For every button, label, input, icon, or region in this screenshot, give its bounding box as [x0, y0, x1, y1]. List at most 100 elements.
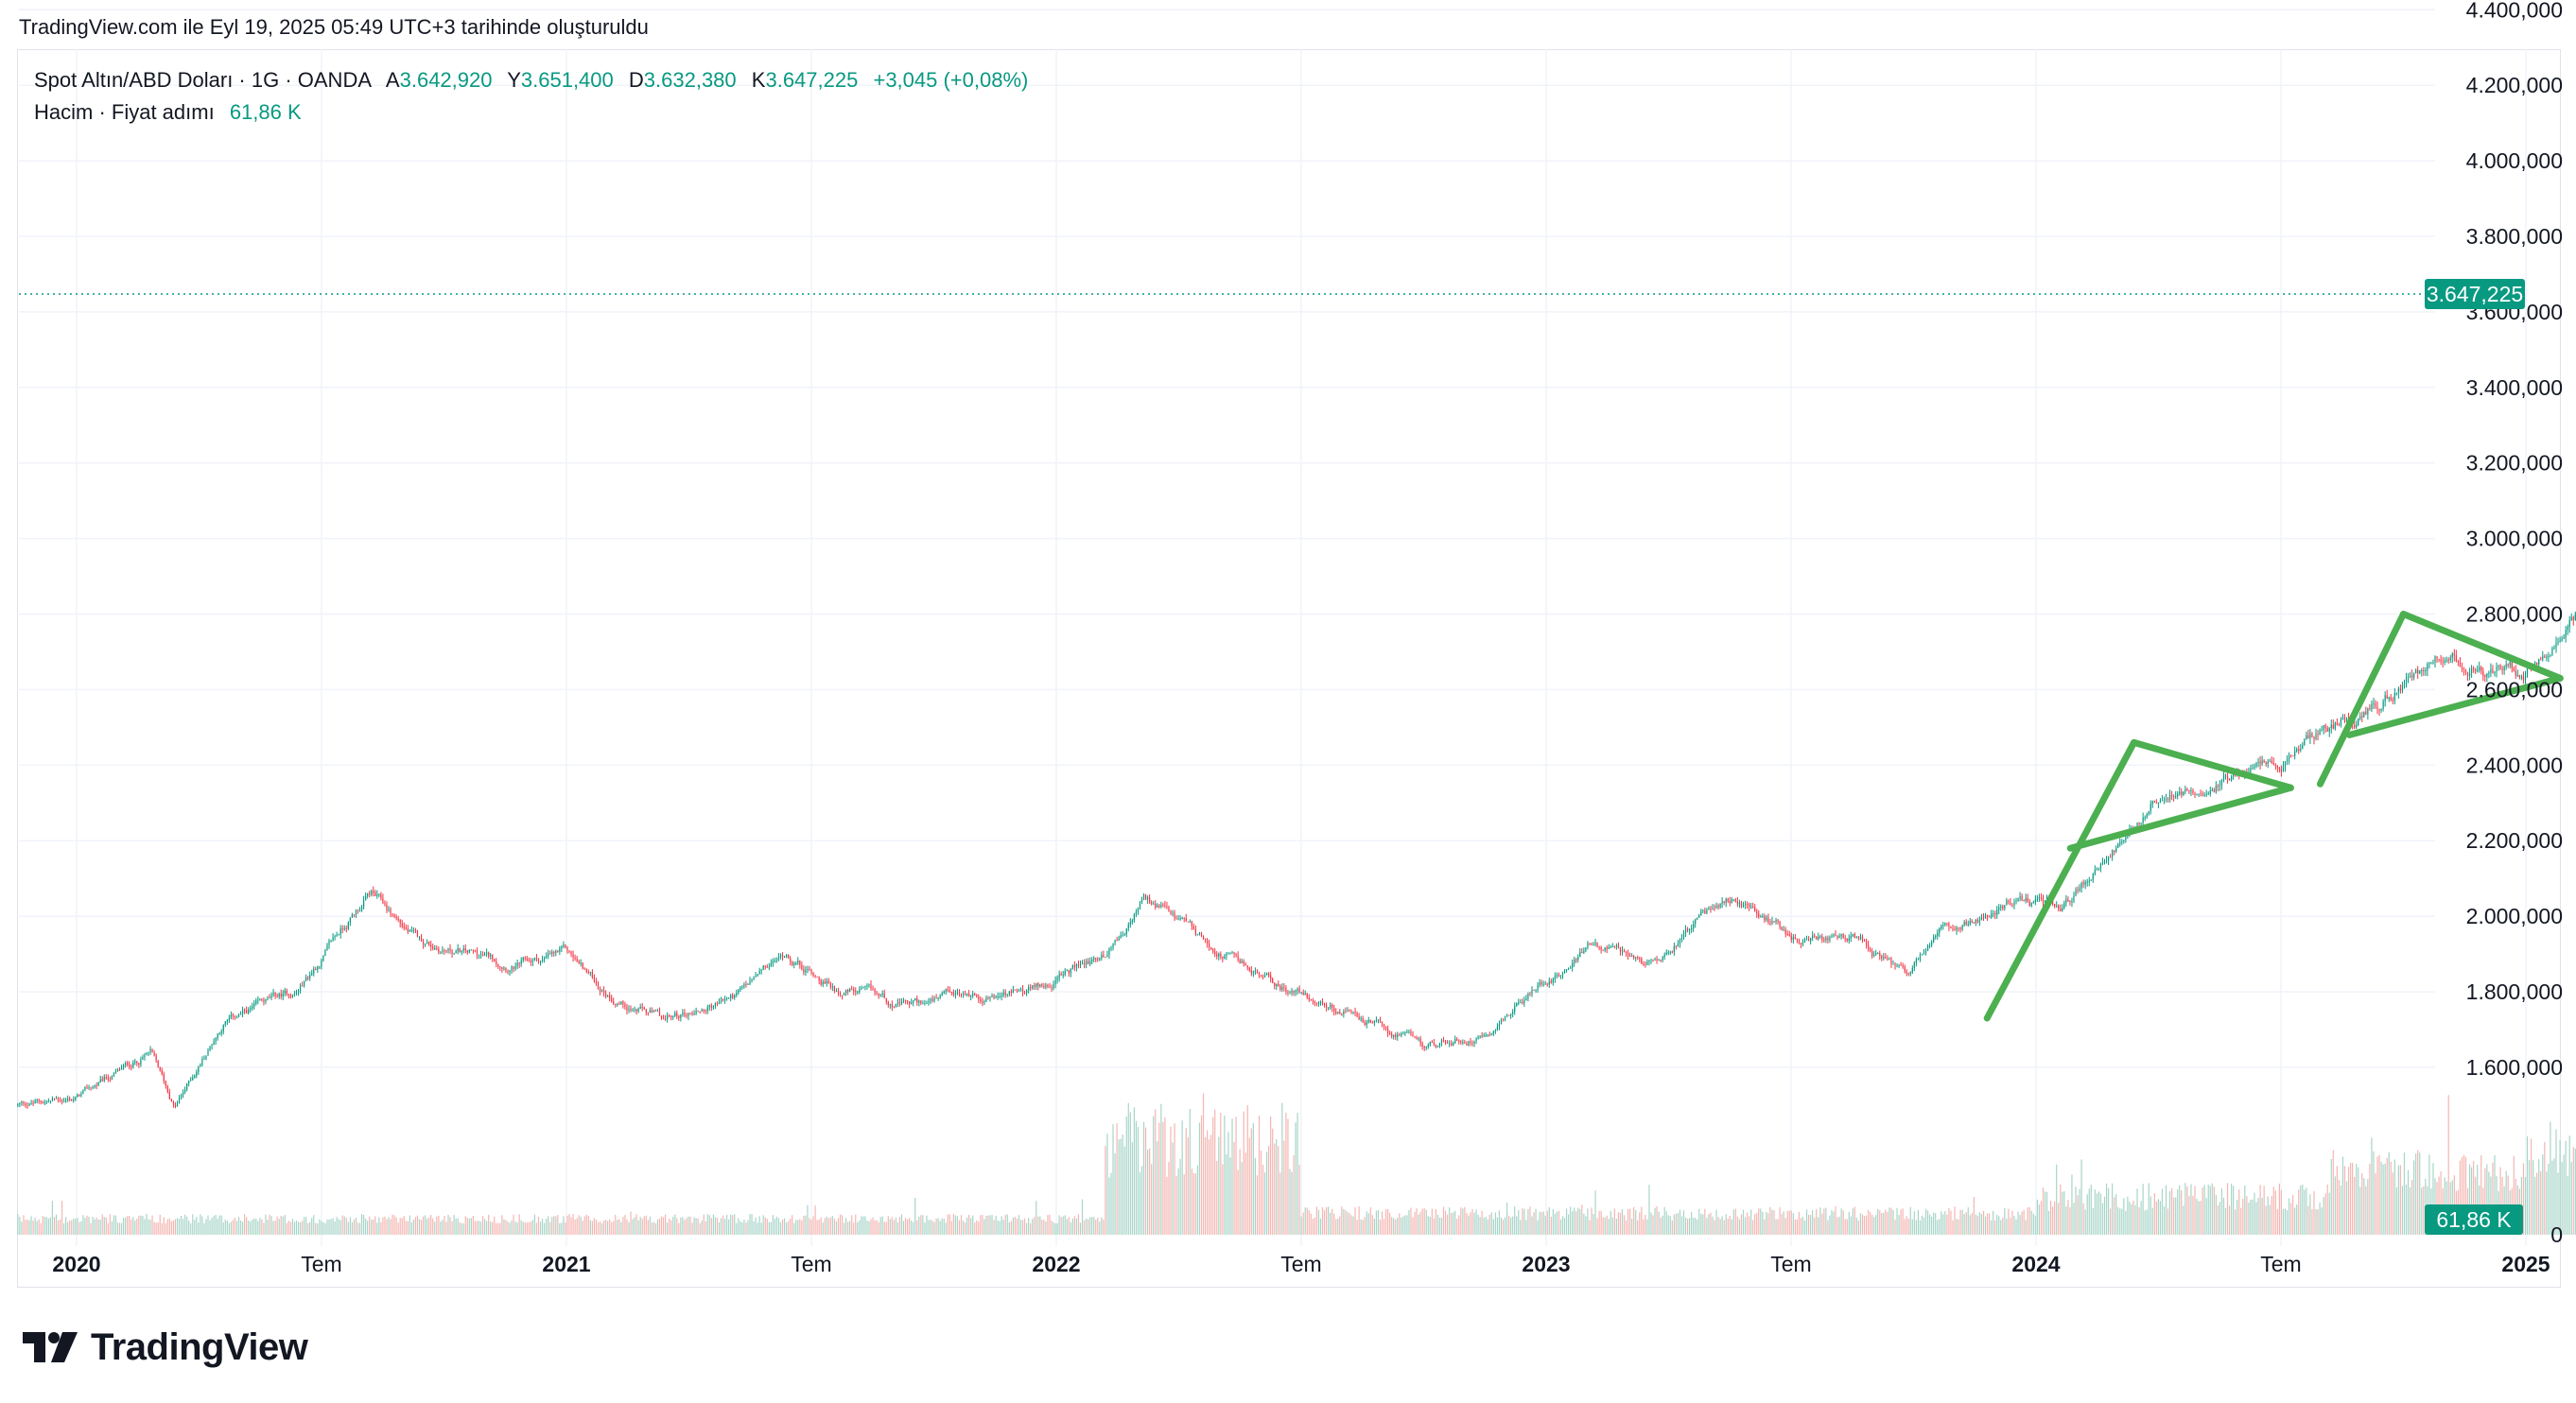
candle-body — [2382, 701, 2384, 709]
volume-title[interactable]: Hacim · Fiyat adımı — [34, 100, 215, 124]
candle-body — [136, 1061, 138, 1064]
volume-bar — [999, 1221, 1001, 1235]
drawing-segment[interactable] — [2346, 674, 2564, 738]
price-axis[interactable]: 1.600,0001.800,0002.000,0002.200,0002.40… — [2466, 0, 2563, 1247]
time-axis[interactable]: 2020Tem2021Tem2022Tem2023Tem2024Tem2025T… — [52, 1252, 2576, 1276]
volume-bar — [1375, 1210, 1378, 1235]
price-chart[interactable]: 1.600,0001.800,0002.000,0002.200,0002.40… — [0, 0, 2576, 1324]
candle-body — [898, 1001, 901, 1004]
volume-bar — [125, 1217, 127, 1235]
candle-body — [902, 999, 905, 1002]
candle-body — [1158, 905, 1160, 907]
volume-bar — [1907, 1219, 1909, 1235]
volume-bar — [1204, 1136, 1207, 1235]
candle-body — [1537, 984, 1539, 990]
candle-body — [336, 934, 338, 937]
candle-body — [1775, 919, 1777, 923]
volume-bar — [186, 1216, 188, 1235]
volume-bar — [2023, 1209, 2025, 1235]
volume-bar — [215, 1214, 217, 1235]
candle-body — [1677, 944, 1680, 947]
volume-bar — [1162, 1121, 1164, 1235]
green-pennant-2[interactable] — [2316, 611, 2564, 788]
volume-bar — [568, 1214, 570, 1235]
volume-bar — [684, 1220, 686, 1235]
candle-body — [618, 1003, 620, 1005]
volume-bar — [42, 1215, 44, 1235]
symbol-title[interactable]: Spot Altın/ABD Doları · 1G · OANDA — [34, 68, 373, 92]
volume-bar — [743, 1219, 745, 1235]
candle-body — [1956, 927, 1958, 931]
volume-bar — [1698, 1208, 1700, 1235]
volume-bar — [2309, 1194, 2311, 1235]
volume-bar — [321, 1221, 322, 1235]
volume-bar — [904, 1218, 907, 1235]
volume-bar — [45, 1217, 47, 1235]
candle-body — [1425, 1047, 1427, 1048]
candle-body — [1894, 963, 1896, 966]
candle-body — [736, 993, 738, 996]
volume-bar — [1490, 1212, 1492, 1235]
drawing-segment[interactable] — [2316, 611, 2407, 788]
candle-body — [1008, 991, 1010, 995]
candle-body — [2015, 901, 2017, 903]
candle-body — [382, 898, 384, 904]
volume-bar — [553, 1216, 555, 1235]
volume-bar — [196, 1217, 198, 1235]
volume-bar — [790, 1218, 792, 1235]
tradingview-logo[interactable]: TradingView — [21, 1324, 308, 1371]
drawing-segment[interactable] — [1983, 738, 2138, 1022]
candle-body — [1458, 1040, 1460, 1042]
volume-bar — [2008, 1208, 2010, 1235]
volume-bar — [1978, 1212, 1981, 1235]
green-pennant-1[interactable] — [1983, 738, 2294, 1022]
candle-body — [2311, 733, 2313, 737]
candle-body — [1807, 939, 1810, 942]
volume-bar — [2079, 1188, 2080, 1235]
volume-bar — [1306, 1207, 1308, 1235]
volume-bar — [1961, 1209, 1963, 1235]
candle-body — [672, 1015, 674, 1017]
volume-bar — [1760, 1208, 1762, 1235]
candle-body — [2228, 778, 2231, 781]
candle-body — [1030, 987, 1032, 989]
candle-body — [1451, 1043, 1453, 1046]
volume-bar — [1345, 1210, 1347, 1235]
volume-bar — [2114, 1197, 2115, 1235]
volume-bar — [962, 1221, 965, 1235]
candle-body — [2466, 672, 2469, 677]
candle-body — [149, 1048, 151, 1052]
volume-bar — [1133, 1107, 1135, 1235]
volume-bar — [1446, 1214, 1449, 1235]
candle-body — [196, 1072, 198, 1076]
volume-bar — [1185, 1128, 1187, 1235]
volume-bar — [1931, 1217, 1933, 1235]
drawing-segment[interactable] — [2131, 738, 2294, 791]
volume-bar — [1871, 1215, 1873, 1235]
candle-body — [1969, 921, 1971, 925]
symbol-legend[interactable]: Spot Altın/ABD Doları · 1G · OANDA A3.64… — [34, 68, 1028, 93]
volume-bar — [1293, 1155, 1295, 1235]
volume-bar — [2117, 1206, 2119, 1235]
volume-bar — [1285, 1112, 1287, 1235]
drawing-segment[interactable] — [2066, 784, 2294, 852]
price-tick-label: 3.000,000 — [2466, 527, 2563, 551]
candle-body — [1520, 1002, 1522, 1004]
volume-bar — [751, 1214, 753, 1235]
volume-bar — [653, 1221, 655, 1235]
volume-bar — [1298, 1165, 1300, 1235]
volume-legend[interactable]: Hacim · Fiyat adımı 61,86 K — [34, 100, 302, 125]
volume-bar — [697, 1218, 699, 1235]
pattern-drawings[interactable] — [1983, 100, 2576, 1022]
volume-bar — [1097, 1217, 1099, 1235]
volume-bar — [161, 1222, 163, 1235]
candle-body — [781, 954, 784, 958]
volume-bar — [866, 1220, 868, 1235]
volume-bar — [122, 1218, 125, 1235]
candle-body — [1317, 1003, 1320, 1005]
drawing-segment[interactable] — [2400, 611, 2564, 682]
volume-bar — [770, 1221, 772, 1235]
chart-frame[interactable] — [17, 49, 2561, 1288]
volume-bar — [853, 1222, 855, 1235]
candle-body — [1345, 1011, 1347, 1013]
